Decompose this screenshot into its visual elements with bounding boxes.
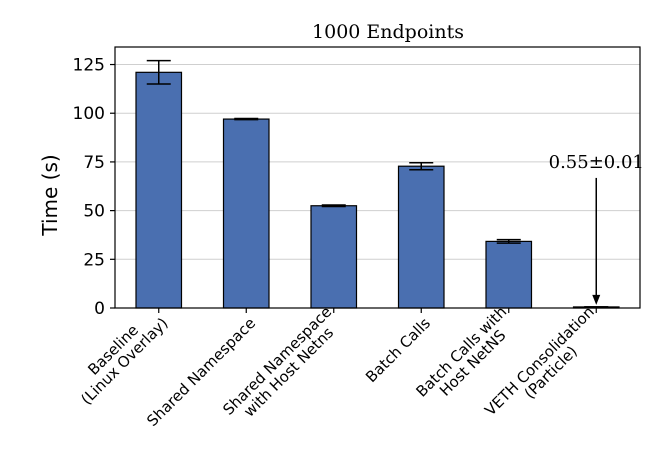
- error-bar: [409, 161, 434, 171]
- y-tick-label: 75: [83, 153, 105, 173]
- error-bar: [496, 238, 521, 244]
- chart-title: 1000 Endpoints: [312, 21, 464, 43]
- y-tick-label: 25: [83, 250, 105, 270]
- gridlines: [115, 64, 640, 309]
- bar: [310, 205, 358, 309]
- y-tick-label: 125: [73, 56, 105, 76]
- bar: [397, 165, 445, 309]
- bar: [222, 118, 270, 309]
- axes: [114, 46, 641, 313]
- y-tick-label: 0: [94, 299, 105, 319]
- error-bar: [234, 117, 259, 121]
- annotation-arrowhead: [592, 294, 601, 305]
- annotation-label: 0.55±0.01: [549, 152, 644, 173]
- x-tick-label: Baseline(Linux Overlay): [66, 303, 172, 409]
- error-bar: [321, 204, 346, 208]
- x-tick-label: Batch Calls: [362, 314, 434, 386]
- error-bar: [146, 59, 171, 85]
- bars: [135, 59, 620, 309]
- y-tick-labels: 0 25 50 75 100 125: [73, 56, 115, 319]
- annotation: 0.55±0.01: [549, 152, 644, 305]
- plot-frame: [114, 46, 641, 309]
- x-tick-labels: Baseline(Linux Overlay)Shared NamespaceS…: [66, 303, 597, 430]
- y-axis-label: Time (s): [38, 154, 62, 236]
- y-tick-label: 100: [73, 104, 105, 124]
- bar: [135, 71, 183, 309]
- bar: [485, 240, 533, 309]
- y-tick-label: 50: [83, 202, 105, 222]
